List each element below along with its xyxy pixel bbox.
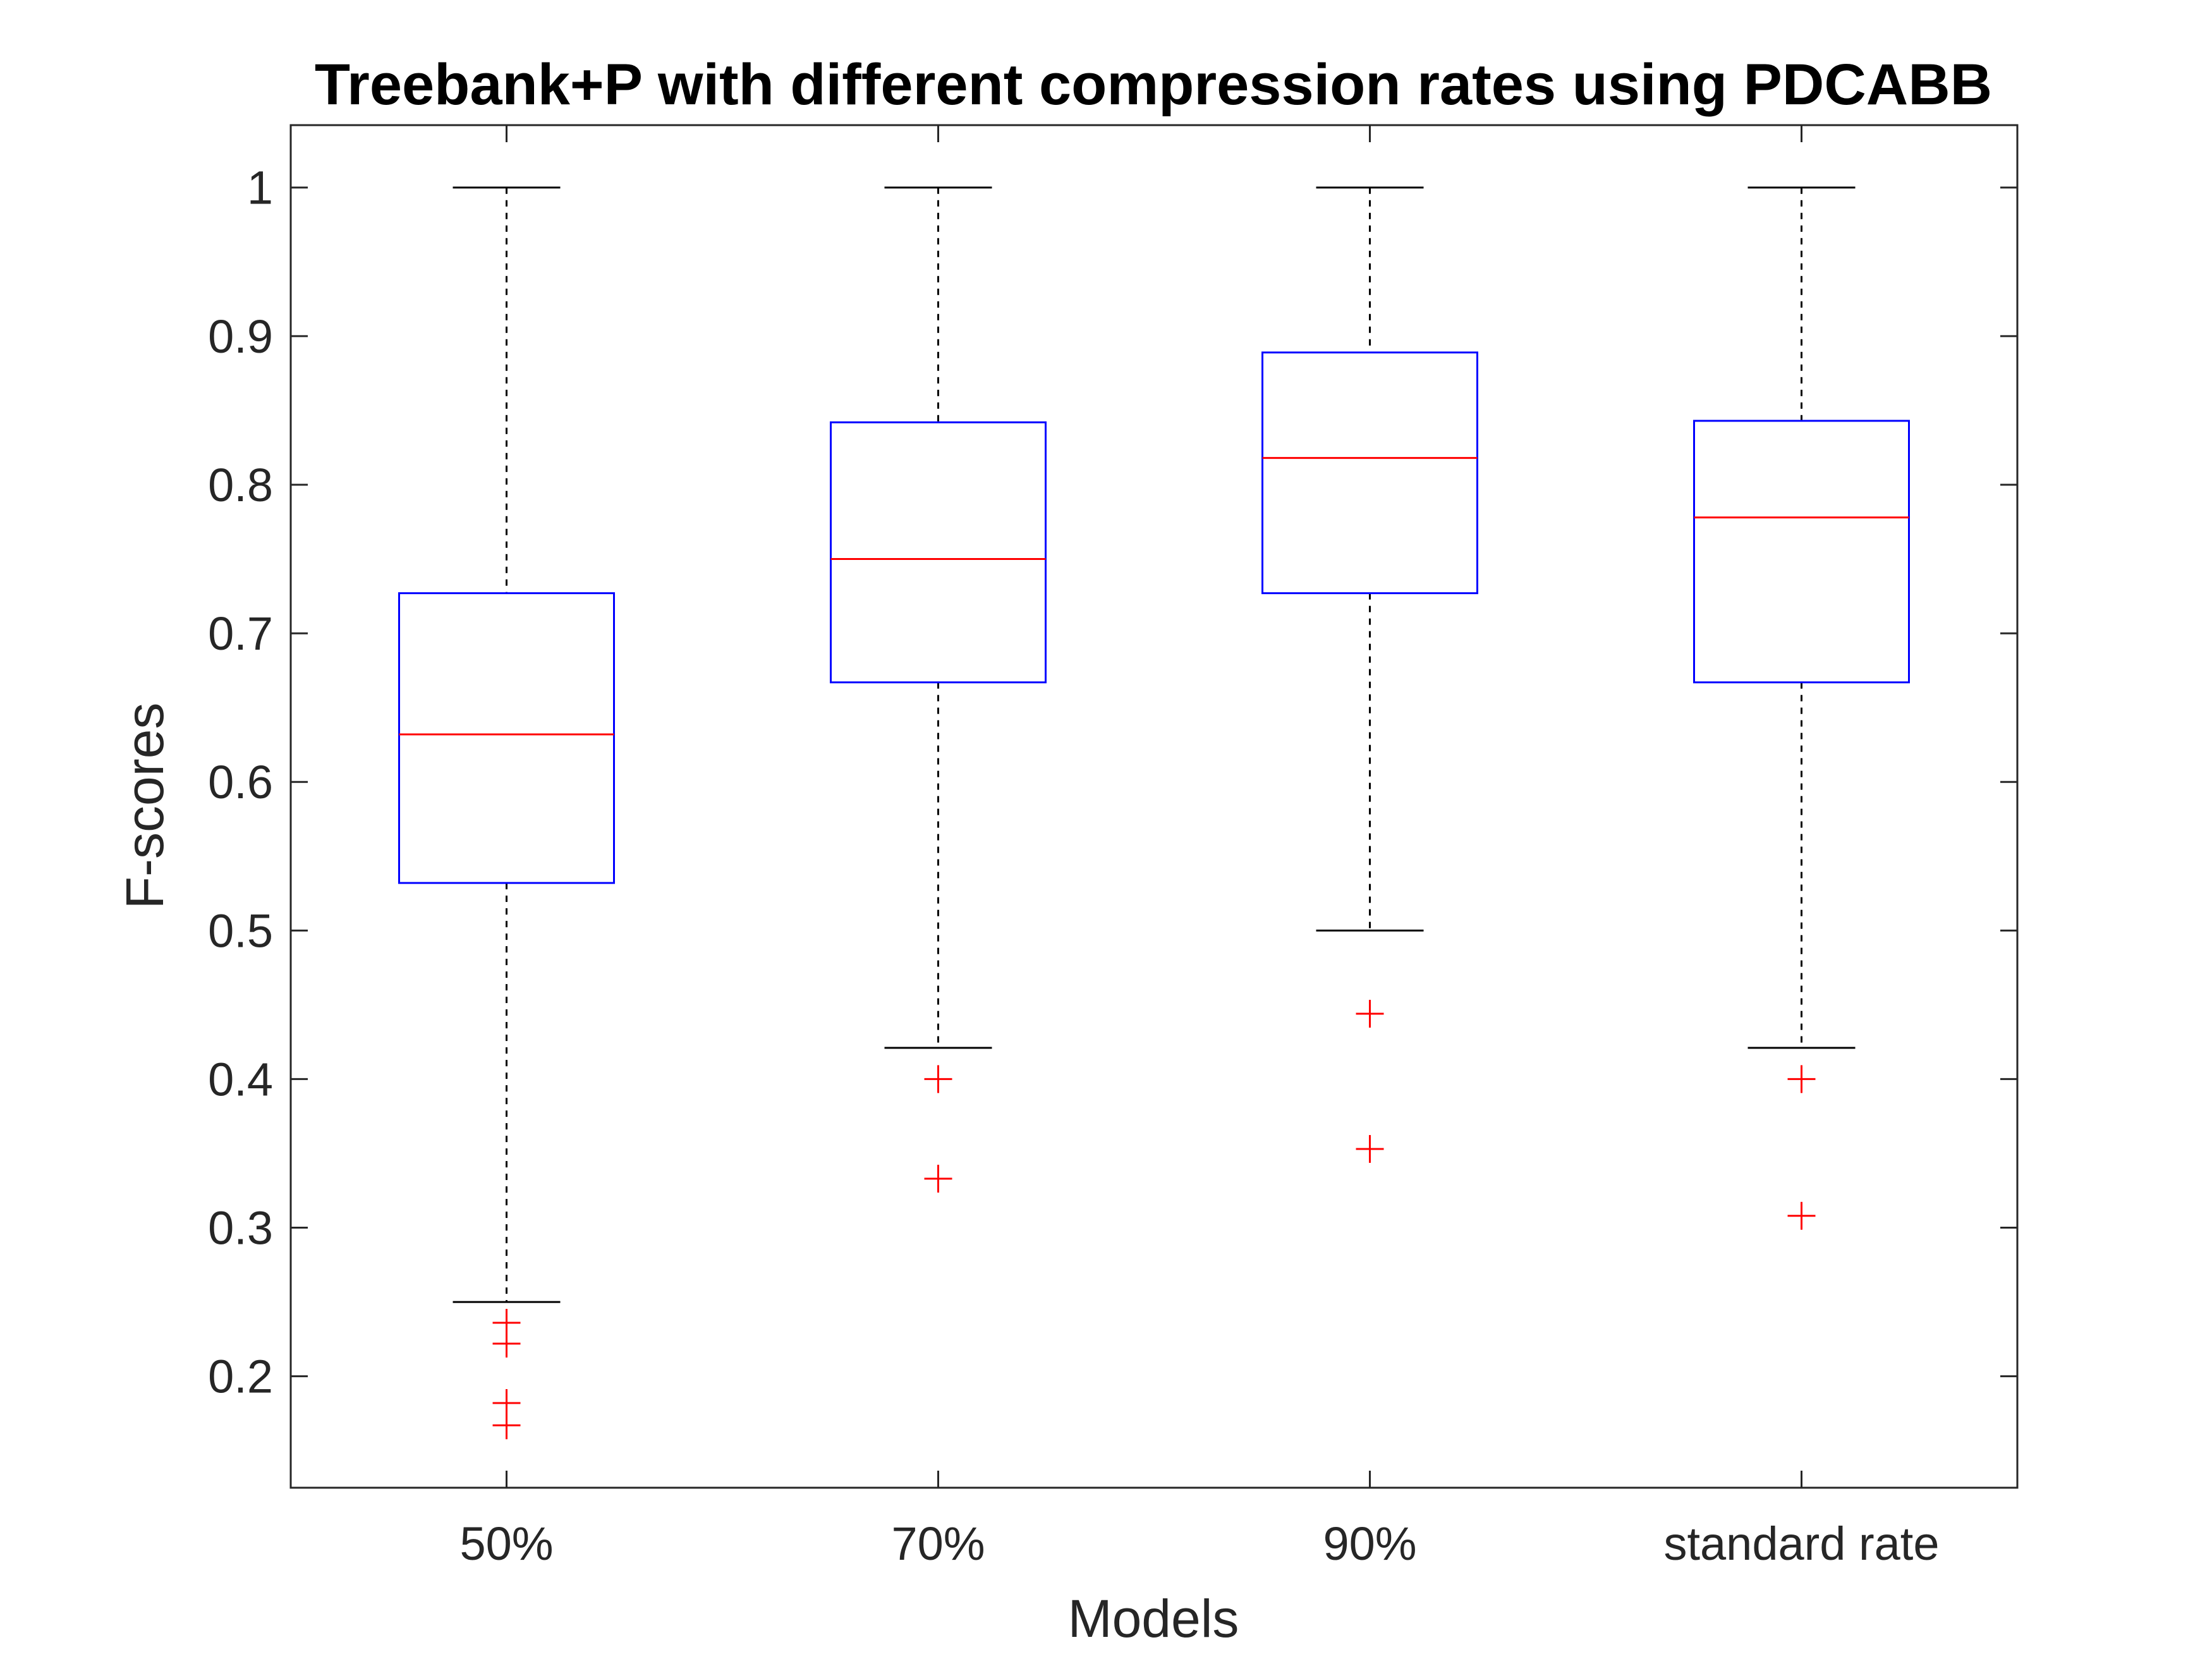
- y-tick-label: 0.7: [208, 607, 273, 660]
- box-iqr: [398, 592, 615, 884]
- x-tick-label: 70%: [891, 1517, 985, 1570]
- outlier-marker: [924, 1065, 952, 1093]
- y-tick-label: 0.3: [208, 1202, 273, 1255]
- x-axis-label: Models: [1068, 1589, 1239, 1648]
- y-tick-label: 0.9: [208, 310, 273, 363]
- x-tick-label: standard rate: [1663, 1517, 1939, 1570]
- y-tick-label: 0.4: [208, 1053, 273, 1105]
- y-tick-label: 0.6: [208, 756, 273, 808]
- box-iqr: [830, 421, 1047, 684]
- box-iqr: [1693, 420, 1910, 684]
- y-tick-label: 0.8: [208, 459, 273, 511]
- box-iqr: [1261, 351, 1478, 595]
- outlier-marker: [1356, 1134, 1384, 1163]
- outlier-marker: [492, 1329, 521, 1358]
- x-tick-label: 50%: [459, 1517, 553, 1570]
- outlier-marker: [924, 1164, 952, 1193]
- outlier-marker: [1787, 1065, 1816, 1093]
- chart-title: Treebank+P with different compression ra…: [315, 52, 1992, 117]
- outlier-marker: [1356, 999, 1384, 1028]
- axes-frame: [289, 124, 2019, 1489]
- y-axis-label: F-scores: [115, 703, 174, 909]
- plot-area: [398, 186, 1910, 1440]
- outlier-marker: [492, 1411, 521, 1440]
- outlier-marker: [1787, 1201, 1816, 1230]
- x-tick-label: 90%: [1323, 1517, 1416, 1570]
- y-tick-label: 0.2: [208, 1351, 273, 1403]
- y-tick-label: 0.5: [208, 904, 273, 957]
- y-tick-label: 1: [247, 162, 273, 214]
